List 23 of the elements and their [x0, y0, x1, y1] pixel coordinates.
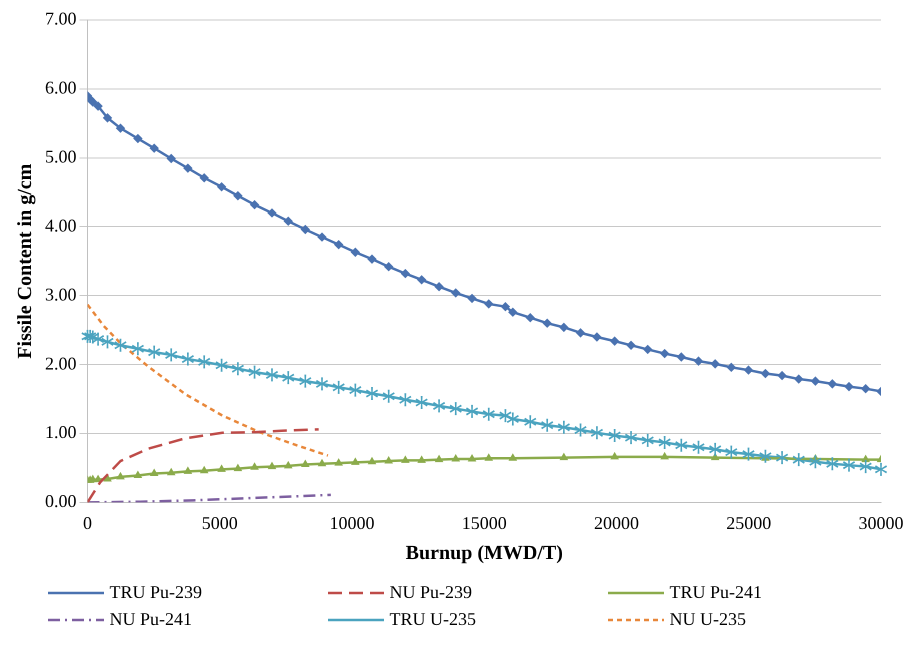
y-tick-label: 5.00 [45, 146, 76, 167]
legend-label: TRU Pu-239 [110, 582, 202, 603]
legend-label: NU Pu-239 [390, 582, 472, 603]
x-tick-label: 5000 [202, 512, 238, 533]
y-tick-label: 4.00 [45, 215, 76, 236]
y-tick-label: 0.00 [45, 491, 76, 512]
y-tick-label: 6.00 [45, 78, 76, 98]
legend-label: TRU Pu-241 [670, 582, 762, 603]
y-axis-title: Fissile Content in g/cm [14, 163, 36, 359]
y-tick-label: 3.00 [45, 284, 76, 304]
x-tick-label: 20000 [594, 512, 639, 533]
x-tick-label: 10000 [330, 512, 374, 533]
x-tick-label: 25000 [726, 512, 772, 533]
x-axis-title: Burnup (MWD/T) [406, 542, 563, 564]
x-tick-label: 0 [83, 512, 92, 533]
y-tick-label: 2.00 [45, 353, 76, 374]
y-tick-label: 1.00 [45, 422, 76, 442]
legend-label: TRU U-235 [390, 609, 476, 630]
legend-label: NU U-235 [670, 609, 746, 630]
x-tick-label: 15000 [462, 512, 507, 533]
legend-label: NU Pu-241 [110, 609, 192, 630]
x-tick-label: 30000 [858, 512, 904, 533]
y-tick-label: 7.00 [45, 8, 76, 29]
